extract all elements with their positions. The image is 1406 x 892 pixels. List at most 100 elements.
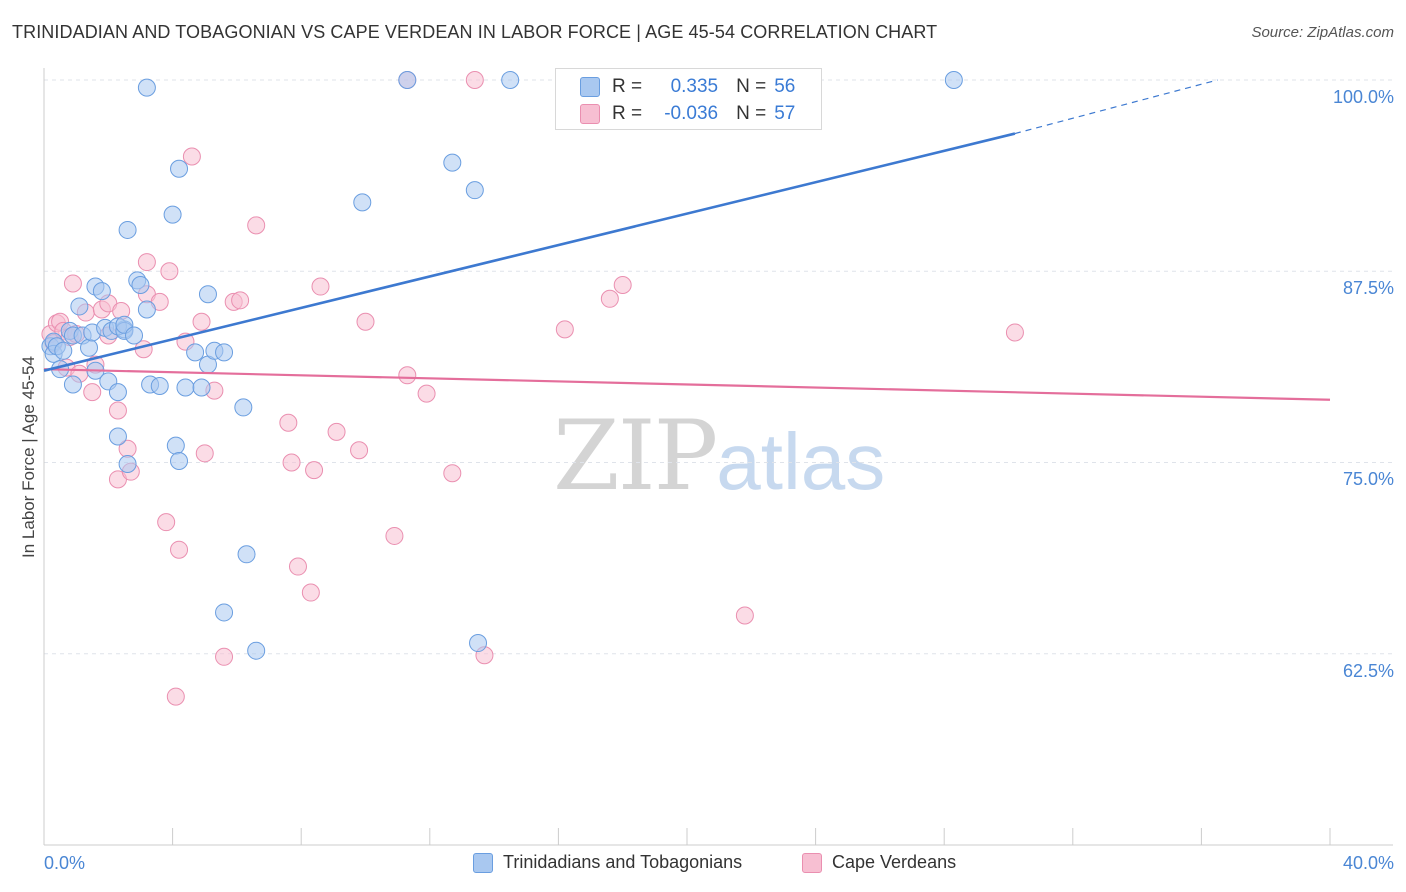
legend-label: Cape Verdeans bbox=[832, 852, 957, 872]
cape-verdean-point bbox=[356, 312, 375, 331]
cape-verdean-point bbox=[327, 422, 346, 441]
cape-verdean-point bbox=[613, 276, 632, 295]
trinidadian-point bbox=[176, 378, 195, 397]
trinidadian-points bbox=[41, 71, 963, 660]
watermark-atlas: atlas bbox=[716, 417, 886, 506]
cape-verdean-point bbox=[157, 513, 176, 532]
cape-verdean-point bbox=[108, 401, 127, 420]
cape-verdean-point bbox=[83, 383, 102, 402]
legend: Trinidadians and Tobagonians Cape Verdea… bbox=[0, 852, 1406, 878]
source-label: Source: ZipAtlas.com bbox=[1251, 24, 1394, 41]
trinidadian-point bbox=[501, 71, 520, 89]
axes bbox=[43, 68, 1393, 846]
trinidadian-point bbox=[186, 343, 205, 362]
trinidadian-point bbox=[170, 451, 189, 470]
cape-verdean-point bbox=[282, 453, 301, 472]
cape-verdean-point bbox=[247, 216, 266, 235]
cape-verdean-point bbox=[288, 557, 307, 576]
cape-verdean-point bbox=[465, 71, 484, 89]
trinidadian-point bbox=[398, 71, 417, 89]
cape-verdean-point bbox=[417, 384, 436, 403]
trinidadian-point bbox=[192, 378, 211, 397]
cape-verdean-point bbox=[279, 413, 298, 432]
trinidadian-point bbox=[63, 375, 82, 394]
trinidadian-point bbox=[944, 71, 963, 89]
legend-item-trinidadian[interactable]: Trinidadians and Tobagonians bbox=[473, 852, 742, 873]
x-tick-label-max: 40.0% bbox=[1342, 853, 1394, 873]
trinidadian-point bbox=[469, 634, 488, 653]
trinidadian-point bbox=[234, 398, 253, 417]
trinidadian-point bbox=[170, 159, 189, 178]
cape-verdean-point bbox=[350, 441, 369, 460]
cape-verdean-point bbox=[215, 647, 234, 666]
legend-item-cape-verdean[interactable]: Cape Verdeans bbox=[802, 852, 956, 873]
correlation-stats-box: R = 0.335 N = 56 R = -0.036 N = 57 bbox=[555, 68, 822, 130]
x-tick-label-min: 0.0% bbox=[44, 853, 86, 873]
r-value: 0.335 bbox=[670, 76, 719, 97]
watermark: ZIPatlas bbox=[553, 400, 885, 512]
cape-verdean-trend-line bbox=[43, 368, 1331, 401]
r-value: -0.036 bbox=[664, 103, 719, 124]
trinidadian-point bbox=[80, 338, 99, 357]
trinidadian-point bbox=[150, 377, 169, 395]
n-label: N = bbox=[736, 103, 767, 124]
cape-verdean-point bbox=[1005, 323, 1024, 342]
cape-verdean-point bbox=[398, 366, 417, 385]
y-tick-label-87-5: 87.5% bbox=[1342, 278, 1394, 298]
cape-verdean-point bbox=[385, 526, 404, 545]
cape-verdean-point bbox=[137, 253, 156, 272]
cape-verdean-point bbox=[192, 312, 211, 331]
trinidadian-point bbox=[163, 205, 182, 224]
n-value: 56 bbox=[774, 76, 796, 97]
trinidadian-point bbox=[118, 220, 137, 239]
trinidadian-point bbox=[137, 78, 156, 97]
watermark-zip: ZIP bbox=[553, 400, 718, 512]
cape-verdean-point bbox=[735, 606, 754, 625]
trinidadian-point bbox=[70, 297, 89, 316]
cape-verdean-points bbox=[41, 71, 1024, 706]
n-label: N = bbox=[736, 76, 767, 97]
cape-verdean-point bbox=[170, 540, 189, 559]
trinidadian-point bbox=[465, 181, 484, 200]
trinidadian-point bbox=[443, 153, 462, 172]
trinidadian-point bbox=[215, 603, 234, 622]
blue-swatch-icon bbox=[580, 77, 600, 97]
cape-verdean-point bbox=[231, 291, 250, 310]
r-label: R = bbox=[612, 76, 643, 97]
trinidadian-point bbox=[92, 282, 111, 301]
cape-verdean-point bbox=[160, 262, 179, 281]
trinidadian-point bbox=[247, 641, 266, 660]
legend-label: Trinidadians and Tobagonians bbox=[503, 852, 743, 872]
cape-verdean-point bbox=[600, 289, 619, 308]
trinidadian-point bbox=[108, 383, 127, 402]
y-axis-label: In Labor Force | Age 45-54 bbox=[19, 356, 38, 558]
trinidadian-trend-extension bbox=[1014, 79, 1218, 135]
pink-legend-swatch-icon bbox=[802, 852, 822, 873]
cape-verdean-point bbox=[443, 464, 462, 483]
trinidadian-point bbox=[131, 276, 150, 295]
cape-verdean-point bbox=[305, 461, 324, 480]
cape-verdean-point bbox=[195, 444, 214, 463]
trinidadian-point bbox=[237, 545, 256, 564]
trinidadian-point bbox=[118, 455, 137, 474]
blue-legend-swatch-icon bbox=[473, 852, 493, 873]
stats-row-trinidadian: R = 0.335 N = 56 bbox=[580, 74, 795, 100]
r-label: R = bbox=[612, 103, 643, 124]
cape-verdean-point bbox=[301, 583, 320, 602]
trinidadian-point bbox=[198, 285, 217, 304]
y-tick-label-75: 75.0% bbox=[1342, 469, 1394, 489]
cape-verdean-point bbox=[166, 687, 185, 706]
cape-verdean-point bbox=[182, 147, 201, 166]
y-tick-label-100: 100.0% bbox=[1332, 87, 1394, 107]
trinidadian-point bbox=[166, 436, 185, 455]
n-value: 57 bbox=[774, 103, 796, 124]
cape-verdean-point bbox=[63, 274, 82, 293]
trinidadian-trend-line bbox=[43, 132, 1016, 372]
trinidadian-point bbox=[108, 427, 127, 446]
trend-lines bbox=[43, 79, 1331, 401]
y-tick-label-62-5: 62.5% bbox=[1342, 661, 1394, 681]
trinidadian-point bbox=[125, 326, 144, 345]
pink-swatch-icon bbox=[580, 104, 600, 124]
chart-title: TRINIDADIAN AND TOBAGONIAN VS CAPE VERDE… bbox=[12, 22, 938, 42]
